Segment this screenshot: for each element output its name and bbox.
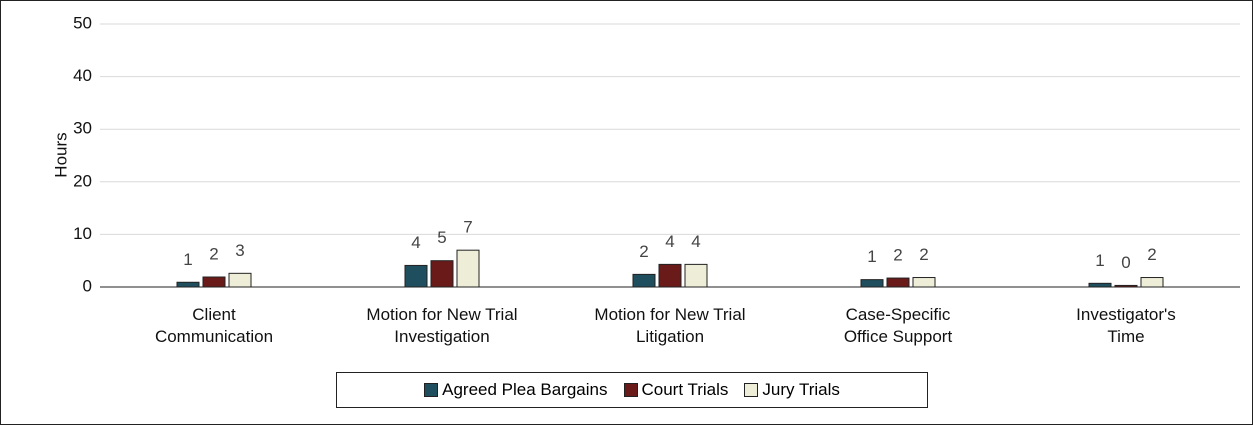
x-tick-label: Motion for New Trial Investigation (366, 305, 518, 346)
data-label: 7 (463, 218, 472, 237)
data-label: 1 (183, 250, 192, 269)
legend-item: Agreed Plea Bargains (424, 380, 608, 400)
data-label: 4 (691, 232, 700, 251)
legend-label: Court Trials (641, 380, 729, 399)
x-tick-label: Motion for New Trial Litigation (594, 305, 746, 346)
bar (632, 273, 656, 288)
data-label: 4 (411, 233, 420, 252)
bar (860, 279, 884, 288)
y-tick-label: 30 (73, 119, 92, 138)
y-tick-label: 10 (73, 224, 92, 243)
x-tick-label: Case-Specific Office Support (843, 305, 953, 346)
bar (912, 277, 936, 288)
legend-item: Court Trials (623, 380, 729, 400)
bar (886, 277, 910, 288)
bar (1088, 282, 1112, 288)
bar (176, 281, 200, 288)
bar (1140, 277, 1164, 288)
y-tick-label: 20 (73, 171, 92, 190)
legend: Agreed Plea Bargains Court Trials Jury Tri… (336, 372, 928, 408)
bar (430, 260, 454, 288)
legend-swatch (424, 383, 439, 397)
data-label: 3 (235, 241, 244, 260)
data-label: 5 (437, 228, 446, 247)
bar (202, 276, 226, 288)
legend-label: Jury Trials (762, 380, 840, 399)
data-label: 4 (665, 232, 674, 251)
y-tick-label: 50 (73, 13, 92, 32)
data-label: 2 (1147, 245, 1156, 264)
x-tick-label: Investigator's Time (1076, 305, 1176, 346)
y-tick-label: 40 (73, 66, 92, 85)
data-label: 0 (1121, 253, 1130, 272)
legend-swatch (744, 383, 759, 397)
bar (1114, 284, 1138, 288)
legend-label: Agreed Plea Bargains (442, 380, 608, 399)
data-label: 1 (1095, 251, 1104, 270)
bar (404, 264, 428, 288)
bar (456, 249, 480, 288)
data-label: 2 (919, 245, 928, 264)
legend-item: Jury Trials (744, 380, 840, 400)
x-tick-label: Client Communication (154, 305, 274, 346)
data-label: 2 (639, 242, 648, 261)
bar (228, 272, 252, 288)
legend-swatch (623, 383, 638, 397)
bar (684, 263, 708, 288)
bar (658, 263, 682, 288)
data-label: 1 (867, 247, 876, 266)
data-label: 2 (893, 246, 902, 265)
y-axis-title: Hours (51, 132, 70, 177)
data-label: 2 (209, 244, 218, 263)
y-tick-label: 0 (83, 276, 92, 295)
